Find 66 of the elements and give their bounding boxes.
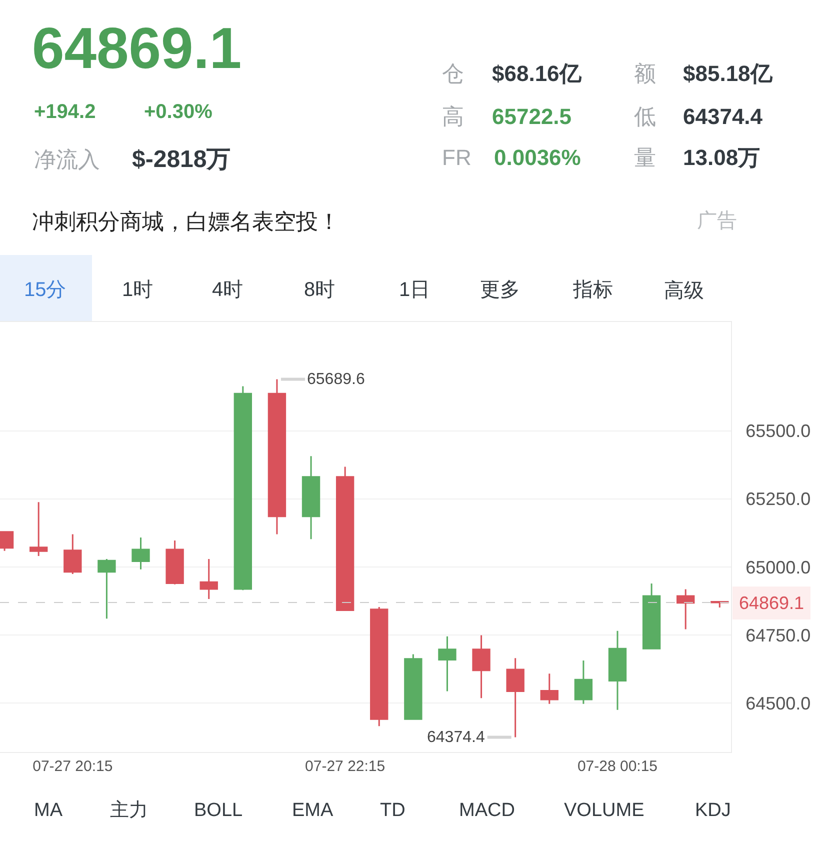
text: +194.2	[34, 101, 96, 123]
text: $-2818万	[132, 146, 231, 173]
text: 13.08万	[683, 145, 760, 170]
text: 仓	[442, 61, 464, 86]
candlestick	[336, 466, 354, 612]
text: MACD	[459, 800, 515, 821]
text: TD	[380, 800, 406, 821]
candlestick	[132, 536, 150, 570]
text: 1日	[399, 279, 430, 301]
x-tick-label: 07-28 00:15	[577, 758, 658, 775]
text: MA	[34, 800, 63, 821]
text: 指标	[572, 279, 613, 301]
text: 15分	[24, 279, 66, 301]
text: $68.16亿	[492, 61, 582, 86]
text: VOLUME	[564, 800, 644, 821]
text: BOLL	[194, 800, 243, 821]
text: 65722.5	[492, 104, 572, 129]
text: 1时	[122, 279, 154, 301]
candlestick	[98, 558, 116, 620]
candlestick	[676, 588, 695, 630]
text: 量	[634, 145, 656, 170]
y-tick-label: 64750.0	[746, 625, 811, 646]
candlestick	[404, 654, 422, 721]
text: 更多	[480, 279, 520, 301]
text: 64869.1	[32, 16, 242, 81]
text: KDJ	[695, 800, 731, 821]
candlestick	[540, 672, 558, 705]
text: 8时	[304, 279, 336, 301]
text: 广告	[697, 210, 737, 232]
text: 高	[442, 104, 464, 129]
y-tick-label: 65500.0	[746, 421, 811, 442]
x-tick-label: 07-27 20:15	[32, 758, 113, 775]
text: +0.30%	[144, 101, 213, 123]
annotation: 64374.4	[427, 729, 485, 746]
candlestick	[506, 657, 524, 738]
y-tick-label: 64500.0	[746, 693, 811, 714]
candlestick	[30, 501, 48, 557]
text: 64374.4	[683, 104, 764, 129]
candlestick	[302, 455, 320, 540]
candlestick	[166, 540, 184, 586]
candlestick	[574, 660, 593, 705]
candlestick	[268, 378, 286, 536]
candlestick	[642, 582, 661, 650]
text: 冲刺积分商城，白嫖名表空投！	[32, 209, 340, 234]
candlestick	[472, 634, 490, 699]
text: 净流入	[34, 147, 100, 172]
candlestick	[64, 534, 82, 575]
text: EMA	[292, 800, 334, 821]
text: FR	[442, 145, 472, 170]
candlestick	[438, 636, 456, 692]
text: 高级	[664, 279, 704, 302]
y-tick-label: 65250.0	[746, 489, 811, 510]
text: 低	[634, 104, 656, 129]
text: 主力	[110, 799, 148, 821]
candlestick	[200, 558, 218, 600]
text: 额	[634, 61, 656, 86]
text: 4时	[212, 279, 244, 301]
y-tick-label: 65000.0	[746, 557, 811, 578]
text: $85.18亿	[683, 61, 774, 86]
candlestick	[370, 606, 388, 727]
ref-line-label: 64869.1	[739, 593, 804, 613]
annotation: 65689.6	[307, 371, 365, 388]
candlestick	[234, 385, 252, 591]
candlestick	[608, 630, 627, 711]
text: 0.0036%	[494, 145, 581, 170]
x-tick-label: 07-27 22:15	[305, 758, 386, 775]
